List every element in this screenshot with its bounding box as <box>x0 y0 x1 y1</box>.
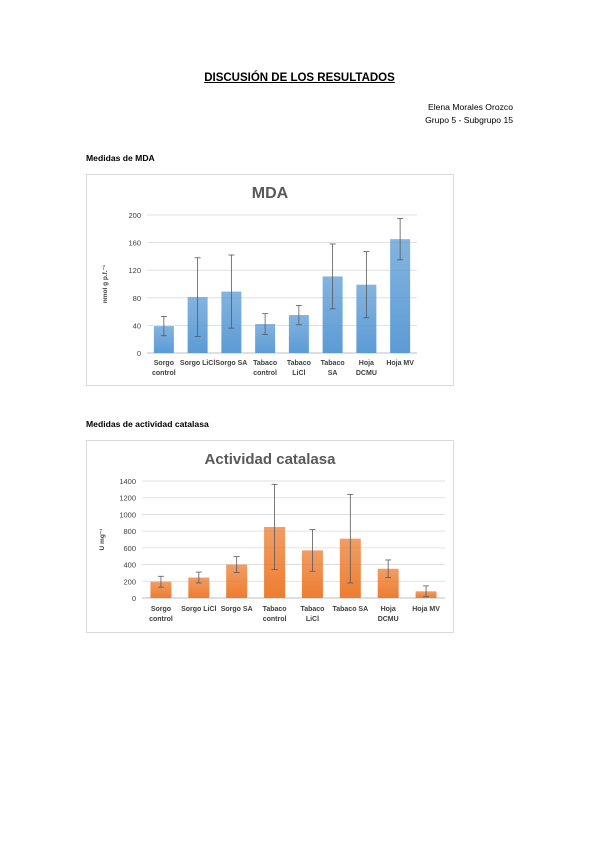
mda-y-axis-label: nmol g p.f.⁻¹ <box>102 265 109 303</box>
catalase-ytick-label: 1200 <box>119 494 136 503</box>
catalase-y-axis-label: U mg⁻¹ <box>99 529 106 551</box>
mda-chart: MDA 0 40 80 120 160 200 nmol g p.f.⁻¹ Sorgo cont… <box>86 174 454 386</box>
mda-category-label: Sorgo LiCl <box>180 360 215 367</box>
mda-chart-title: MDA <box>251 185 289 202</box>
mda-ytick-label: 200 <box>128 211 141 220</box>
mda-category-label: control <box>152 370 176 377</box>
mda-ytick-label: 160 <box>128 239 141 248</box>
catalase-category-label: Sorgo SA <box>221 606 253 613</box>
catalase-ytick-label: 800 <box>123 527 136 536</box>
catalase-ytick-label: 400 <box>123 561 136 570</box>
page-title: DISCUSIÓN DE LOS RESULTADOS <box>204 72 395 84</box>
catalase-bar <box>188 577 210 598</box>
catalase-bar <box>377 568 399 598</box>
catalase-category-label: Sorgo LiCl <box>181 606 216 613</box>
catalase-ytick-label: 600 <box>123 544 136 553</box>
catalase-category-label: Tabaco <box>300 606 324 613</box>
catalase-category-label: control <box>263 616 287 623</box>
author-block: Elena Morales Orozco Grupo 5 - Subgrupo … <box>425 101 513 127</box>
catalase-category-label: control <box>149 616 173 623</box>
catalase-bar <box>150 581 172 598</box>
catalase-category-label: Tabaco <box>263 606 287 613</box>
mda-bar <box>255 324 276 353</box>
catalase-ytick-label: 1000 <box>119 510 136 519</box>
catalase-category-label: Tabaco SA <box>332 606 368 613</box>
mda-ytick-label: 40 <box>133 321 141 330</box>
mda-chart-plot: 0 40 80 120 160 200 nmol g p.f.⁻¹ Sorgo control S… <box>102 211 417 377</box>
mda-category-label: Tabaco <box>321 360 345 367</box>
catalase-category-label: Sorgo <box>151 606 171 613</box>
mda-category-label: Hoja MV <box>386 360 414 367</box>
mda-bar <box>390 239 411 353</box>
mda-category-label: Hoja <box>359 360 374 367</box>
catalase-bar <box>301 550 323 598</box>
mda-category-label: Tabaco <box>287 360 311 367</box>
catalase-category-label: DCMU <box>378 616 399 623</box>
mda-ytick-label: 120 <box>128 266 141 275</box>
mda-category-label: SA <box>328 370 338 377</box>
mda-section-heading: Medidas de MDA <box>86 153 155 163</box>
author-name: Elena Morales Orozco <box>427 102 513 112</box>
catalase-ytick-label: 1400 <box>119 477 136 486</box>
catalase-chart-plot: 0 200 400 600 800 1000 1200 1400 U mg⁻¹ Sorgo cont… <box>99 477 445 623</box>
catalase-ytick-label: 200 <box>123 577 136 586</box>
group-label: Grupo 5 - Subgrupo 15 <box>425 115 513 125</box>
catalase-chart-title: Actividad catalasa <box>204 451 336 468</box>
mda-bar <box>288 315 309 353</box>
mda-category-label: LiCl <box>292 370 305 377</box>
mda-category-label: Tabaco <box>253 360 277 367</box>
catalase-category-label: LiCl <box>306 616 319 623</box>
mda-bar <box>322 276 343 353</box>
catalase-chart: Actividad catalasa 0 200 400 600 800 1000 1200… <box>86 440 454 633</box>
mda-category-label: Sorgo SA <box>215 360 247 367</box>
catalase-ytick-label: 0 <box>132 594 136 603</box>
mda-ytick-label: 0 <box>137 349 141 358</box>
catalase-bar <box>226 564 248 598</box>
catalase-category-label: Hoja MV <box>412 606 440 613</box>
catalase-category-label: Hoja <box>381 606 396 613</box>
mda-category-label: Sorgo <box>154 360 174 367</box>
mda-category-label: DCMU <box>356 370 377 377</box>
catalase-section-heading: Medidas de actividad catalasa <box>86 419 209 429</box>
mda-ytick-label: 80 <box>133 294 141 303</box>
mda-bar <box>356 284 377 353</box>
mda-category-label: control <box>253 370 277 377</box>
mda-bar <box>153 326 174 353</box>
